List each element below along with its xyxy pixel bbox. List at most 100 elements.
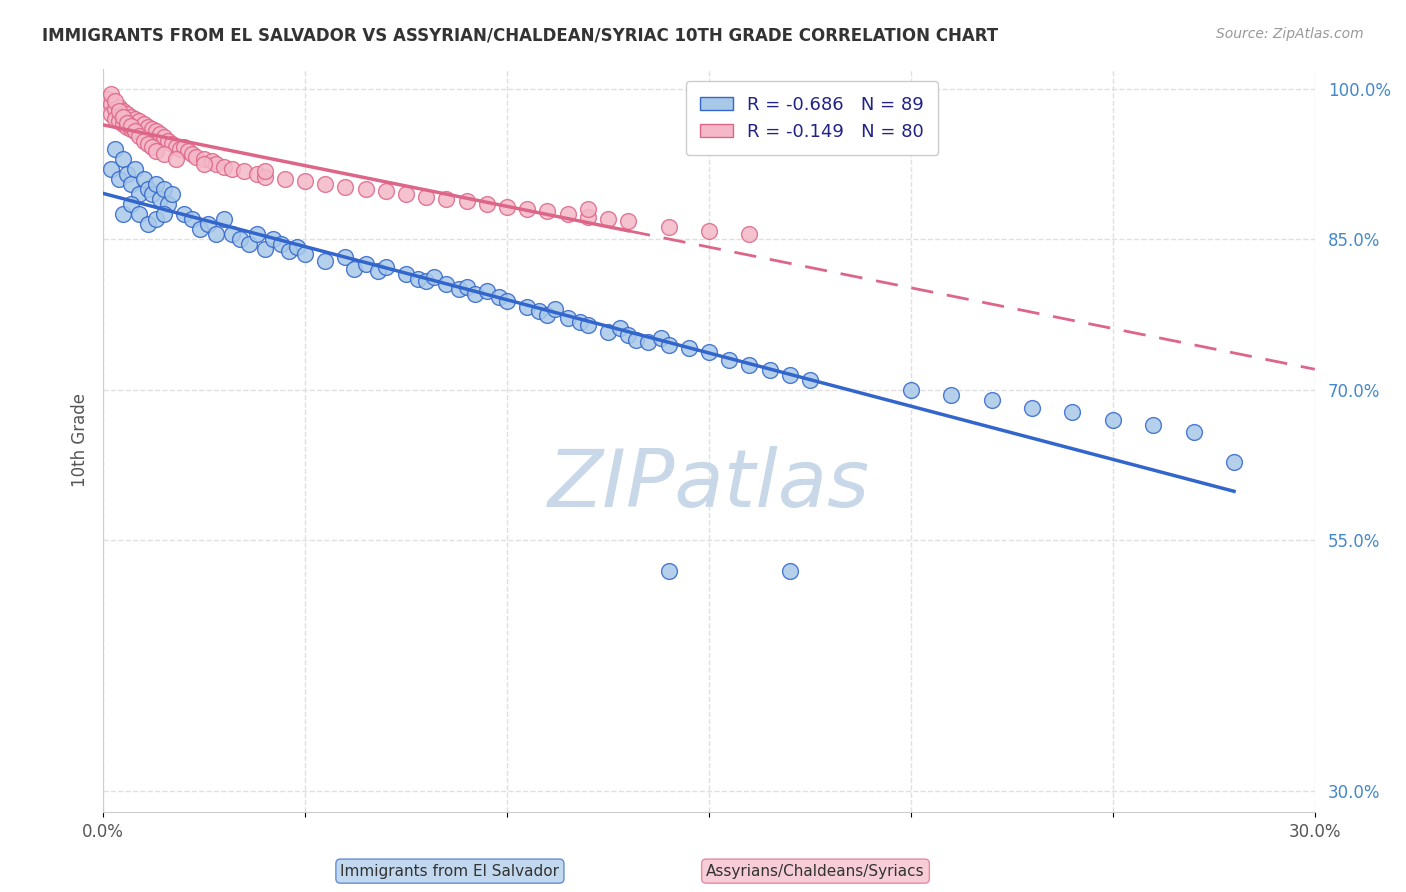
Point: [658, 220, 681, 235]
Point: [124, 124, 146, 138]
Point: [117, 116, 139, 130]
Point: [201, 153, 224, 168]
Point: [374, 184, 396, 198]
Point: [335, 180, 357, 194]
Point: [1102, 413, 1125, 427]
Point: [576, 202, 599, 216]
Point: [253, 164, 276, 178]
Point: [136, 217, 159, 231]
Point: [406, 272, 429, 286]
Point: [314, 254, 336, 268]
Point: [536, 308, 558, 322]
Point: [374, 260, 396, 275]
Point: [104, 112, 127, 126]
Point: [165, 140, 187, 154]
Point: [141, 132, 163, 146]
Point: [193, 157, 215, 171]
Point: [104, 142, 127, 156]
Point: [152, 129, 174, 144]
Point: [141, 140, 163, 154]
Point: [152, 182, 174, 196]
Point: [100, 96, 122, 111]
Point: [436, 192, 458, 206]
Point: [112, 117, 135, 131]
Text: IMMIGRANTS FROM EL SALVADOR VS ASSYRIAN/CHALDEAN/SYRIAC 10TH GRADE CORRELATION C: IMMIGRANTS FROM EL SALVADOR VS ASSYRIAN/…: [42, 27, 998, 45]
Point: [596, 325, 619, 339]
Point: [342, 262, 364, 277]
Point: [274, 172, 297, 186]
Point: [96, 92, 118, 106]
Point: [104, 102, 127, 116]
Point: [568, 314, 591, 328]
Point: [120, 121, 142, 136]
Point: [197, 217, 219, 231]
Point: [136, 136, 159, 151]
Point: [697, 224, 720, 238]
Point: [529, 304, 551, 318]
Point: [221, 227, 243, 242]
Point: [475, 285, 498, 299]
Point: [496, 200, 519, 214]
Point: [124, 161, 146, 176]
Point: [132, 172, 155, 186]
Point: [145, 177, 167, 191]
Point: [188, 222, 211, 236]
Point: [112, 103, 135, 118]
Point: [132, 127, 155, 141]
Point: [184, 150, 207, 164]
Point: [1182, 425, 1205, 439]
Point: [617, 327, 640, 342]
Point: [128, 207, 150, 221]
Point: [617, 214, 640, 228]
Point: [496, 294, 519, 309]
Point: [1062, 405, 1084, 419]
Point: [395, 187, 418, 202]
Point: [658, 337, 681, 351]
Point: [270, 237, 292, 252]
Point: [112, 207, 135, 221]
Point: [253, 169, 276, 184]
Text: ZIPatlas: ZIPatlas: [548, 446, 870, 524]
Point: [456, 280, 478, 294]
Y-axis label: 10th Grade: 10th Grade: [72, 393, 89, 487]
Point: [120, 197, 142, 211]
Point: [181, 146, 204, 161]
Point: [354, 257, 377, 271]
Point: [576, 210, 599, 224]
Point: [536, 204, 558, 219]
Point: [128, 113, 150, 128]
Point: [169, 142, 191, 156]
Point: [108, 103, 131, 118]
Point: [173, 140, 195, 154]
Point: [314, 177, 336, 191]
Point: [415, 190, 437, 204]
Point: [475, 197, 498, 211]
Point: [678, 341, 700, 355]
Point: [423, 270, 446, 285]
Point: [136, 129, 159, 144]
Point: [738, 358, 761, 372]
Point: [145, 144, 167, 158]
Point: [152, 207, 174, 221]
Point: [120, 119, 142, 133]
Point: [117, 167, 139, 181]
Point: [132, 117, 155, 131]
Point: [156, 134, 179, 148]
Point: [173, 207, 195, 221]
Point: [160, 136, 183, 151]
Point: [277, 244, 299, 259]
Point: [1021, 401, 1043, 415]
Point: [149, 192, 172, 206]
Point: [658, 564, 681, 578]
Point: [456, 194, 478, 208]
Point: [100, 161, 122, 176]
Point: [941, 388, 963, 402]
Point: [165, 152, 187, 166]
Point: [160, 187, 183, 202]
Point: [128, 128, 150, 143]
Point: [650, 330, 672, 344]
Legend: R = -0.686   N = 89, R = -0.149   N = 80: R = -0.686 N = 89, R = -0.149 N = 80: [686, 81, 938, 155]
Point: [124, 124, 146, 138]
Point: [367, 264, 389, 278]
Point: [112, 110, 135, 124]
